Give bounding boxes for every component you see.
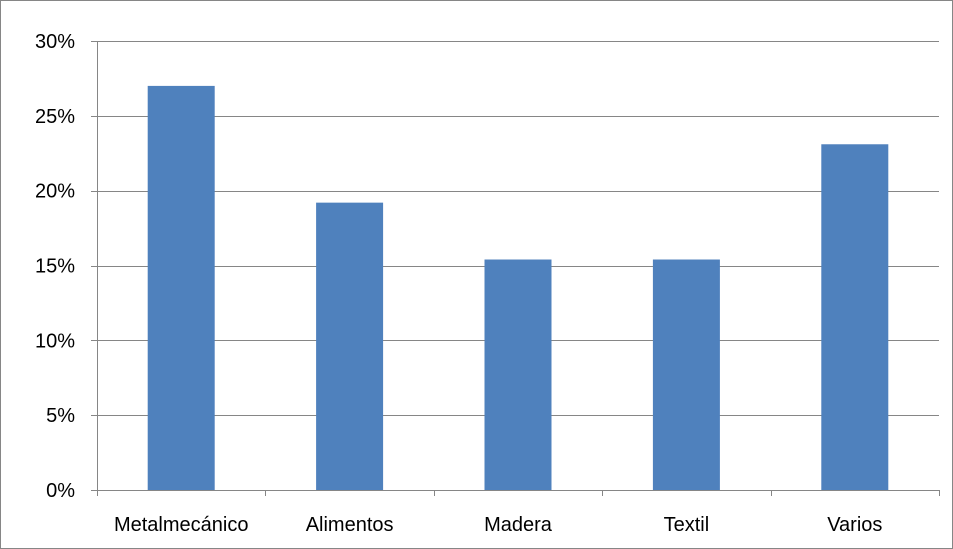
bar-textil: [652, 259, 720, 490]
y-tick-label: 25%: [35, 106, 75, 128]
gridlines: [91, 41, 939, 416]
bars: [147, 85, 889, 491]
y-tick-label: 5%: [46, 405, 75, 427]
y-tick-labels: 0% 5% 10% 15% 20% 25% 30%: [35, 31, 75, 502]
x-tick-label: Metalmecánico: [114, 514, 249, 536]
x-tick-label: Varios: [827, 514, 882, 536]
x-tick-label: Alimentos: [306, 514, 394, 536]
y-tick-label: 10%: [35, 330, 75, 352]
y-tick-label: 20%: [35, 181, 75, 203]
bar-varios: [821, 144, 889, 490]
bar-madera: [484, 259, 552, 490]
bar-metalmec-nico: [147, 85, 215, 491]
x-tick-label: Madera: [484, 514, 553, 536]
bar-alimentos: [316, 202, 384, 490]
y-tick-label: 15%: [35, 256, 75, 278]
axes: [91, 41, 940, 496]
x-tick-labels: Metalmecánico Alimentos Madera Textil Varios: [114, 514, 882, 536]
x-tick-label: Textil: [664, 514, 710, 536]
y-tick-label: 0%: [46, 480, 75, 502]
y-tick-label: 30%: [35, 31, 75, 53]
